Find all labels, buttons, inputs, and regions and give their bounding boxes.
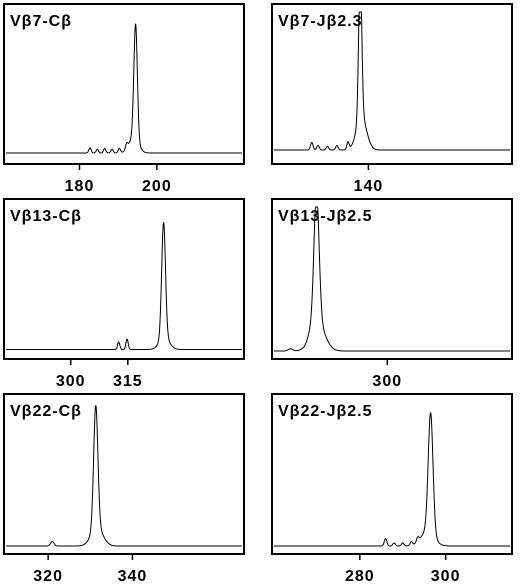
x-tick-label-vb7-jb2-3-140: 140: [354, 178, 384, 195]
panel-title-vb7-cb: Vβ7-Cβ: [10, 13, 72, 30]
x-tick-label-vb13-cb-300: 300: [56, 373, 86, 390]
panel-vb22-cb: Vβ22-Cβ 320 340: [3, 393, 245, 585]
x-tick-label-vb13-jb2-5-300: 300: [372, 373, 402, 390]
trace-vb13-jb2-5: [273, 206, 511, 352]
trace-vb22-cb: [5, 405, 243, 547]
panel-vb13-cb: Vβ13-Cβ 300 315: [3, 198, 245, 390]
trace-vb7-cb: [5, 23, 243, 154]
panel-frame-vb13-jb2-5: [271, 198, 513, 360]
panel-frame-vb22-jb2-5: [271, 393, 513, 555]
panel-title-vb13-cb: Vβ13-Cβ: [10, 208, 82, 225]
panel-frame-vb7-cb: [3, 3, 245, 165]
x-tick-label-vb22-jb2-5-280: 280: [345, 568, 375, 585]
panel-title-vb7-jb2-3: Vβ7-Jβ2.3: [278, 13, 363, 30]
panel-title-vb13-jb2-5: Vβ13-Jβ2.5: [278, 208, 372, 225]
panel-frame-vb7-jb2-3: [271, 3, 513, 165]
panel-frame-vb13-cb: [3, 198, 245, 360]
trace-vb13-cb: [5, 222, 243, 350]
panel-vb22-jb2-5: Vβ22-Jβ2.5 280 300: [271, 393, 513, 585]
panel-frame-vb22-cb: [3, 393, 245, 555]
panel-vb13-jb2-5: Vβ13-Jβ2.5 300: [271, 198, 513, 390]
x-tick-label-vb7-cb-200: 200: [142, 178, 172, 195]
x-tick-label-vb7-cb-180: 180: [65, 178, 95, 195]
x-tick-label-vb22-cb-340: 340: [118, 568, 148, 585]
x-tick-label-vb22-cb-320: 320: [33, 568, 63, 585]
panel-vb7-jb2-3: Vβ7-Jβ2.3 140: [271, 3, 513, 195]
x-tick-label-vb13-cb-315: 315: [113, 373, 143, 390]
trace-vb7-jb2-3: [273, 11, 511, 151]
panel-title-vb22-cb: Vβ22-Cβ: [10, 403, 82, 420]
x-tick-label-vb22-jb2-5-300: 300: [431, 568, 461, 585]
panel-title-vb22-jb2-5: Vβ22-Jβ2.5: [278, 403, 372, 420]
trace-vb22-jb2-5: [273, 412, 511, 547]
panel-vb7-cb: Vβ7-Cβ 180 200: [3, 3, 245, 195]
